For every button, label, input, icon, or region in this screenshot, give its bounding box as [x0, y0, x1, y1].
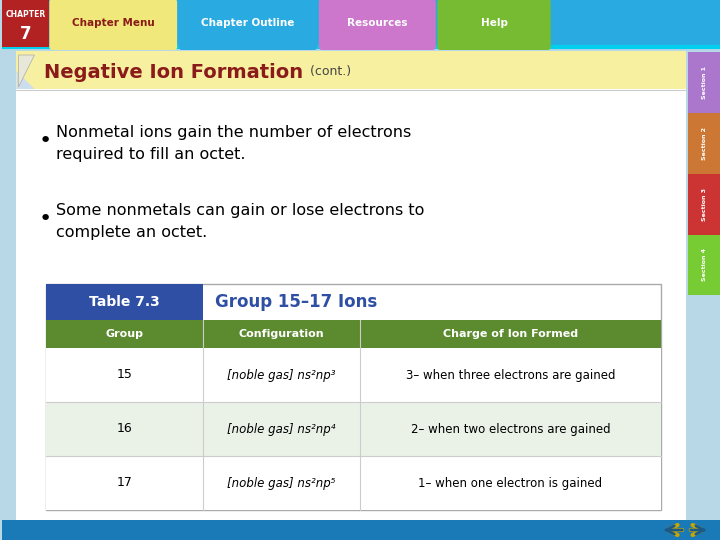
FancyBboxPatch shape: [46, 456, 661, 510]
Text: Section 2: Section 2: [701, 127, 706, 160]
Text: Charge of Ion Formed: Charge of Ion Formed: [443, 329, 578, 339]
FancyBboxPatch shape: [46, 348, 661, 402]
Text: [noble gas] ns²np³: [noble gas] ns²np³: [228, 368, 336, 381]
Text: 2– when two electrons are gained: 2– when two electrons are gained: [410, 422, 611, 435]
FancyBboxPatch shape: [46, 320, 661, 348]
Text: 16: 16: [117, 422, 132, 435]
Polygon shape: [19, 55, 35, 87]
Text: Some nonmetals can gain or lose electrons to: Some nonmetals can gain or lose electron…: [56, 202, 425, 218]
Text: Negative Ion Formation: Negative Ion Formation: [45, 63, 304, 82]
FancyBboxPatch shape: [46, 284, 203, 320]
Text: 7: 7: [19, 25, 31, 43]
FancyBboxPatch shape: [50, 0, 177, 50]
FancyBboxPatch shape: [17, 51, 686, 89]
FancyBboxPatch shape: [179, 0, 318, 50]
FancyBboxPatch shape: [17, 51, 686, 520]
FancyBboxPatch shape: [688, 113, 720, 174]
Text: Chapter Outline: Chapter Outline: [202, 18, 294, 29]
FancyBboxPatch shape: [437, 0, 551, 50]
Text: 17: 17: [117, 476, 132, 489]
Text: 15: 15: [117, 368, 132, 381]
Text: Section 4: Section 4: [701, 248, 706, 281]
Text: Section 3: Section 3: [701, 187, 706, 221]
Text: •: •: [38, 131, 52, 151]
FancyBboxPatch shape: [688, 234, 720, 295]
FancyBboxPatch shape: [1, 520, 720, 540]
Polygon shape: [17, 71, 35, 89]
Text: Group: Group: [106, 329, 144, 339]
Text: Configuration: Configuration: [238, 329, 324, 339]
Text: required to fill an octet.: required to fill an octet.: [56, 146, 246, 161]
Text: Nonmetal ions gain the number of electrons: Nonmetal ions gain the number of electro…: [56, 125, 412, 139]
Text: CHAPTER: CHAPTER: [5, 10, 45, 18]
Text: 1– when one electron is gained: 1– when one electron is gained: [418, 476, 603, 489]
FancyBboxPatch shape: [319, 0, 436, 50]
Text: (cont.): (cont.): [306, 65, 351, 78]
Text: Section 1: Section 1: [701, 66, 706, 99]
Text: Group 15–17 Ions: Group 15–17 Ions: [215, 293, 377, 311]
Text: [noble gas] ns²np⁵: [noble gas] ns²np⁵: [228, 476, 336, 489]
Text: Chapter Menu: Chapter Menu: [72, 18, 155, 29]
Text: Table 7.3: Table 7.3: [89, 295, 160, 309]
FancyBboxPatch shape: [1, 0, 720, 47]
Text: •: •: [38, 209, 52, 229]
FancyBboxPatch shape: [688, 52, 720, 113]
FancyBboxPatch shape: [688, 174, 720, 234]
FancyBboxPatch shape: [46, 402, 661, 456]
Text: [noble gas] ns²np⁴: [noble gas] ns²np⁴: [228, 422, 336, 435]
Text: Resources: Resources: [347, 18, 408, 29]
Text: Help: Help: [480, 18, 508, 29]
Text: 3– when three electrons are gained: 3– when three electrons are gained: [405, 368, 615, 381]
Text: complete an octet.: complete an octet.: [56, 225, 207, 240]
FancyBboxPatch shape: [46, 284, 661, 510]
FancyBboxPatch shape: [1, 0, 50, 47]
